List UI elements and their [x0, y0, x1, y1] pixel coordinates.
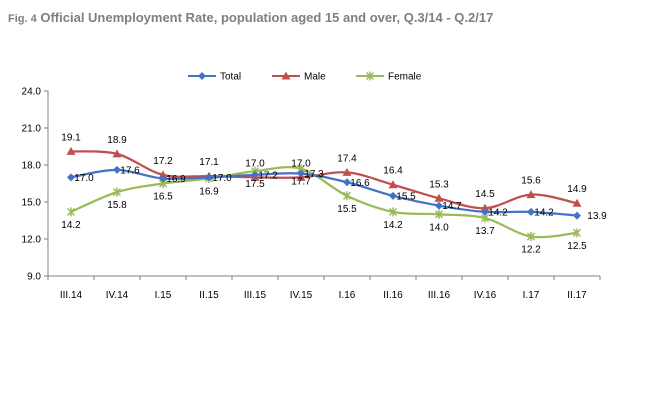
data-point-male [112, 149, 122, 158]
x-tick-label: I.16 [339, 290, 356, 301]
data-point-female [526, 232, 536, 242]
data-point-female [112, 187, 122, 197]
data-label-total: 17.2 [258, 170, 278, 181]
y-tick-label: 24.0 [22, 87, 42, 98]
x-tick-label: III.16 [428, 290, 451, 301]
data-label-total: 13.9 [587, 211, 607, 222]
data-label-male: 18.9 [107, 135, 127, 146]
legend-marker-male [281, 71, 291, 80]
data-point-male [158, 170, 168, 179]
data-label-total: 17.6 [120, 165, 140, 176]
data-label-male: 19.1 [61, 132, 81, 143]
y-tick-label: 18.0 [22, 161, 42, 172]
x-tick-label: I.17 [523, 290, 540, 301]
data-label-male: 14.9 [567, 184, 587, 195]
data-label-total: 15.5 [396, 191, 416, 202]
data-label-male: 16.4 [383, 166, 403, 177]
y-tick-label: 21.0 [22, 124, 42, 135]
data-label-female: 17.7 [291, 177, 311, 188]
data-label-female: 16.9 [199, 187, 219, 198]
data-point-male [388, 180, 398, 189]
data-point-total [527, 207, 535, 216]
data-label-total: 17.0 [74, 173, 94, 184]
data-point-male [342, 167, 352, 176]
data-label-total: 16.9 [166, 174, 186, 185]
data-point-total [159, 174, 167, 183]
data-point-male [572, 198, 582, 207]
data-point-total [251, 170, 259, 179]
legend-label-female: Female [388, 72, 422, 83]
chart-title: Fig. 4 Official Unemployment Rate, popul… [8, 10, 493, 25]
data-point-male [480, 203, 490, 212]
title-text: Official Unemployment Rate, population a… [40, 10, 494, 25]
x-tick-label: II.15 [199, 290, 219, 301]
x-tick-label: II.16 [383, 290, 403, 301]
y-tick-label: 12.0 [22, 235, 42, 246]
data-label-total: 17.0 [212, 173, 232, 184]
data-label-total: 14.2 [534, 207, 554, 218]
data-label-total: 14.2 [488, 207, 508, 218]
data-label-male: 15.6 [521, 176, 541, 187]
legend-label-total: Total [220, 72, 241, 83]
data-point-total [67, 173, 75, 182]
data-point-male [434, 193, 444, 202]
x-tick-label: IV.16 [474, 290, 497, 301]
legend-label-male: Male [304, 72, 326, 83]
data-label-female: 15.5 [337, 204, 357, 215]
figure-number: Fig. 4 [8, 13, 37, 25]
data-point-female [388, 207, 398, 217]
data-label-female: 13.7 [475, 226, 495, 237]
data-label-female: 12.5 [567, 241, 587, 252]
x-tick-label: IV.15 [290, 290, 313, 301]
legend-marker-total [198, 72, 206, 80]
data-point-total [343, 178, 351, 187]
data-point-male [526, 190, 536, 199]
data-label-male: 17.0 [291, 158, 311, 169]
data-point-female [434, 209, 444, 219]
data-label-male: 14.5 [475, 189, 495, 200]
data-label-male: 17.0 [245, 158, 265, 169]
data-point-female [342, 191, 352, 201]
data-label-total: 14.7 [442, 201, 462, 212]
data-point-female [572, 228, 582, 238]
data-label-female: 15.8 [107, 200, 127, 211]
data-label-male: 17.1 [199, 157, 219, 168]
x-tick-label: I.15 [155, 290, 172, 301]
series-line-female [70, 165, 578, 239]
data-label-female: 14.2 [383, 220, 403, 231]
data-label-female: 16.5 [153, 192, 173, 203]
x-tick-label: II.17 [567, 290, 587, 301]
data-point-total [435, 201, 443, 210]
y-tick-label: 15.0 [22, 198, 42, 209]
data-point-male [66, 146, 76, 155]
y-tick-label: 9.0 [27, 272, 41, 283]
data-label-male: 17.2 [153, 156, 173, 167]
data-label-total: 17.3 [304, 169, 324, 180]
legend-marker-female [365, 71, 375, 81]
data-label-male: 15.3 [429, 179, 449, 190]
data-label-female: 17.5 [245, 179, 265, 190]
data-point-total [573, 211, 581, 220]
data-label-male: 17.4 [337, 153, 357, 164]
data-label-female: 14.0 [429, 222, 449, 233]
x-tick-label: IV.14 [106, 290, 129, 301]
data-label-female: 14.2 [61, 220, 81, 231]
series-line-total [70, 168, 578, 217]
x-tick-label: III.15 [244, 290, 267, 301]
data-point-total [481, 207, 489, 216]
x-tick-label: III.14 [60, 290, 83, 301]
data-point-total [389, 191, 397, 200]
data-label-total: 16.6 [350, 178, 370, 189]
data-point-total [297, 169, 305, 178]
data-point-total [113, 165, 121, 174]
data-label-female: 12.2 [521, 245, 541, 256]
data-point-total [205, 173, 213, 182]
series-line-male [70, 150, 578, 210]
data-point-female [66, 207, 76, 217]
